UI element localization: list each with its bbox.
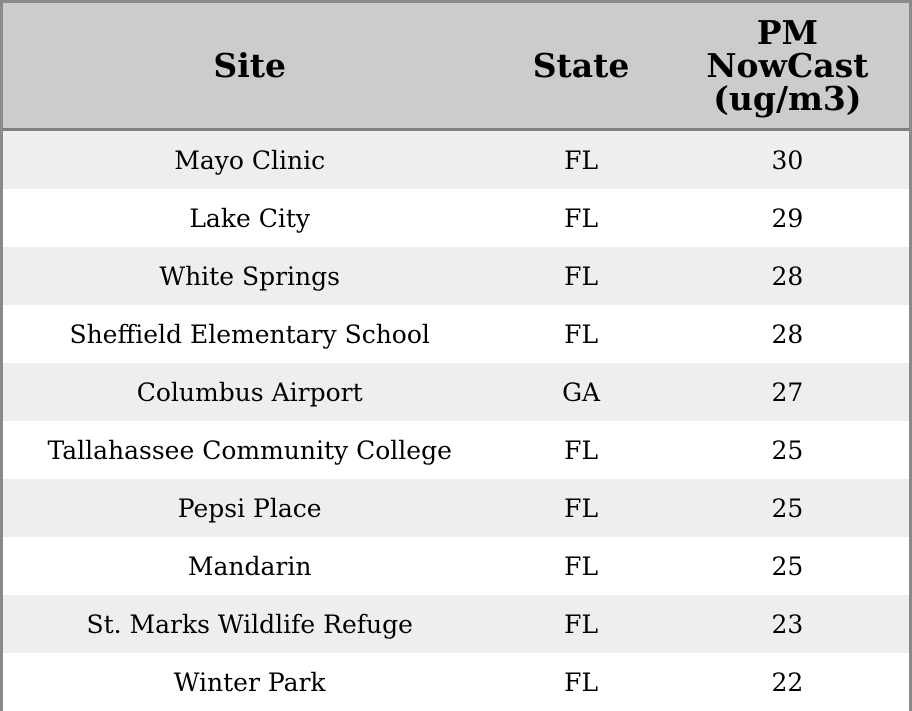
state-cell: FL [564, 203, 599, 233]
site-cell: Mandarin [187, 551, 312, 581]
state-cell: FL [564, 667, 599, 697]
table-row: Mandarin FL 25 [3, 537, 909, 595]
pm-value-cell: 28 [771, 319, 804, 349]
state-cell: FL [564, 435, 599, 465]
site-cell: Lake City [189, 203, 311, 233]
pm-value-cell: 25 [771, 551, 804, 581]
site-cell: Columbus Airport [136, 377, 363, 407]
table-row: Mayo Clinic FL 30 [3, 131, 909, 189]
pm-value-cell: 25 [771, 493, 804, 523]
site-cell: St. Marks Wildlife Refuge [86, 609, 413, 639]
table-body: Mayo Clinic FL 30 Lake City FL 29 White Spring… [3, 131, 909, 711]
state-cell: FL [564, 319, 599, 349]
pm-value-cell: 22 [771, 667, 804, 697]
site-cell: Sheffield Elementary School [69, 319, 430, 349]
table-row: Pepsi Place FL 25 [3, 479, 909, 537]
column-header-state: State [532, 46, 630, 85]
site-cell: Winter Park [173, 667, 326, 697]
table-header-row: Site State PM NowCast (ug/m3) [3, 3, 909, 131]
pm-value-cell: 23 [771, 609, 804, 639]
state-cell: FL [564, 609, 599, 639]
state-cell: FL [564, 261, 599, 291]
table-row: Sheffield Elementary School FL 28 [3, 305, 909, 363]
pm-value-cell: 28 [771, 261, 804, 291]
state-cell: FL [564, 145, 599, 175]
table-row: St. Marks Wildlife Refuge FL 23 [3, 595, 909, 653]
table-row: White Springs FL 28 [3, 247, 909, 305]
site-cell: White Springs [159, 261, 340, 291]
pm-value-cell: 25 [771, 435, 804, 465]
site-cell: Mayo Clinic [174, 145, 326, 175]
table-row: Winter Park FL 22 [3, 653, 909, 711]
pm-value-cell: 29 [771, 203, 804, 233]
table-row: Lake City FL 29 [3, 189, 909, 247]
table-row: Columbus Airport GA 27 [3, 363, 909, 421]
pm-value-cell: 27 [771, 377, 804, 407]
state-cell: GA [562, 377, 601, 407]
column-header-pm-nowcast: PM NowCast (ug/m3) [706, 13, 869, 118]
state-cell: FL [564, 551, 599, 581]
table-row: Tallahassee Community College FL 25 [3, 421, 909, 479]
site-cell: Pepsi Place [177, 493, 322, 523]
state-cell: FL [564, 493, 599, 523]
column-header-site: Site [213, 46, 286, 85]
site-cell: Tallahassee Community College [47, 435, 452, 465]
pm-value-cell: 30 [771, 145, 804, 175]
